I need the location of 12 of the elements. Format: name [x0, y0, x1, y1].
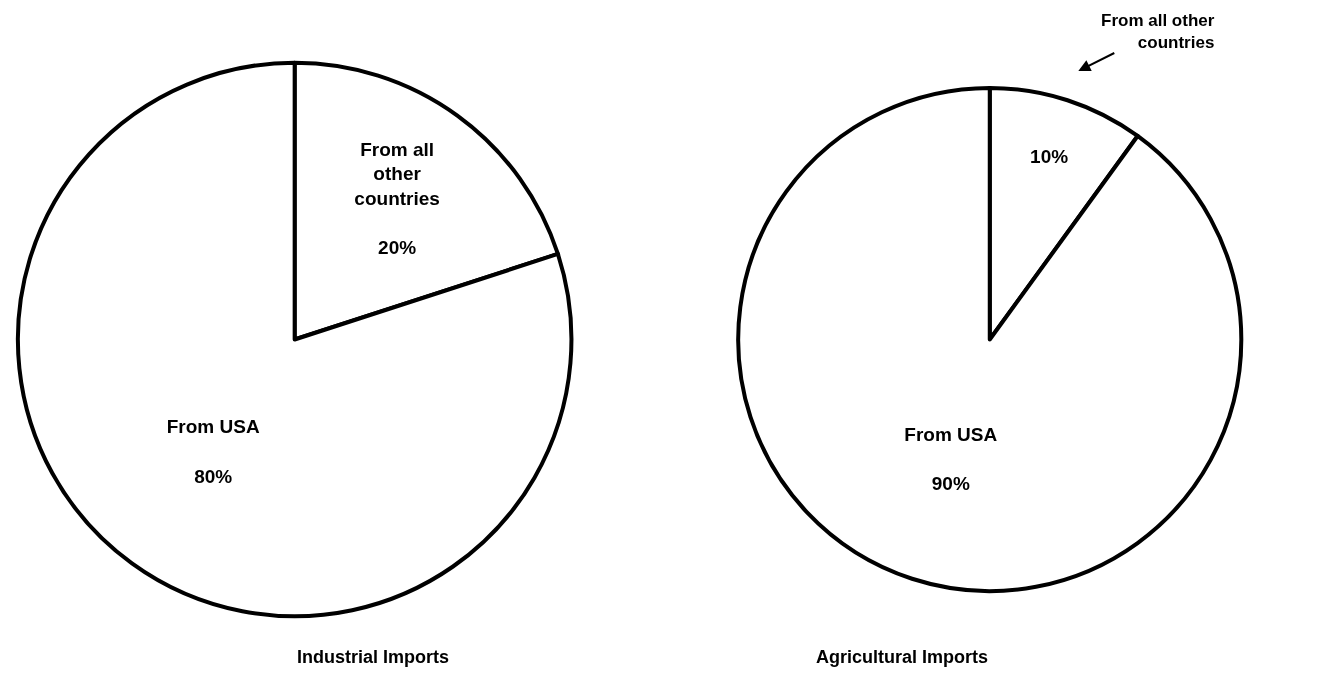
data-label: 80%: [194, 465, 233, 487]
slice-label: From all other countries: [354, 138, 440, 209]
data-label: 10%: [1030, 146, 1069, 168]
data-label: 90%: [931, 473, 970, 495]
data-label: 20%: [378, 237, 417, 259]
slice-label: From USA: [904, 423, 998, 445]
slice-label: From USA: [166, 416, 260, 438]
text: Industrial Imports: [297, 647, 450, 667]
slice-label: From all other countries: [1101, 11, 1215, 53]
text: Agricultural Imports: [816, 647, 989, 667]
pie-slice: [736, 85, 1244, 593]
pie-slice: [15, 60, 573, 618]
